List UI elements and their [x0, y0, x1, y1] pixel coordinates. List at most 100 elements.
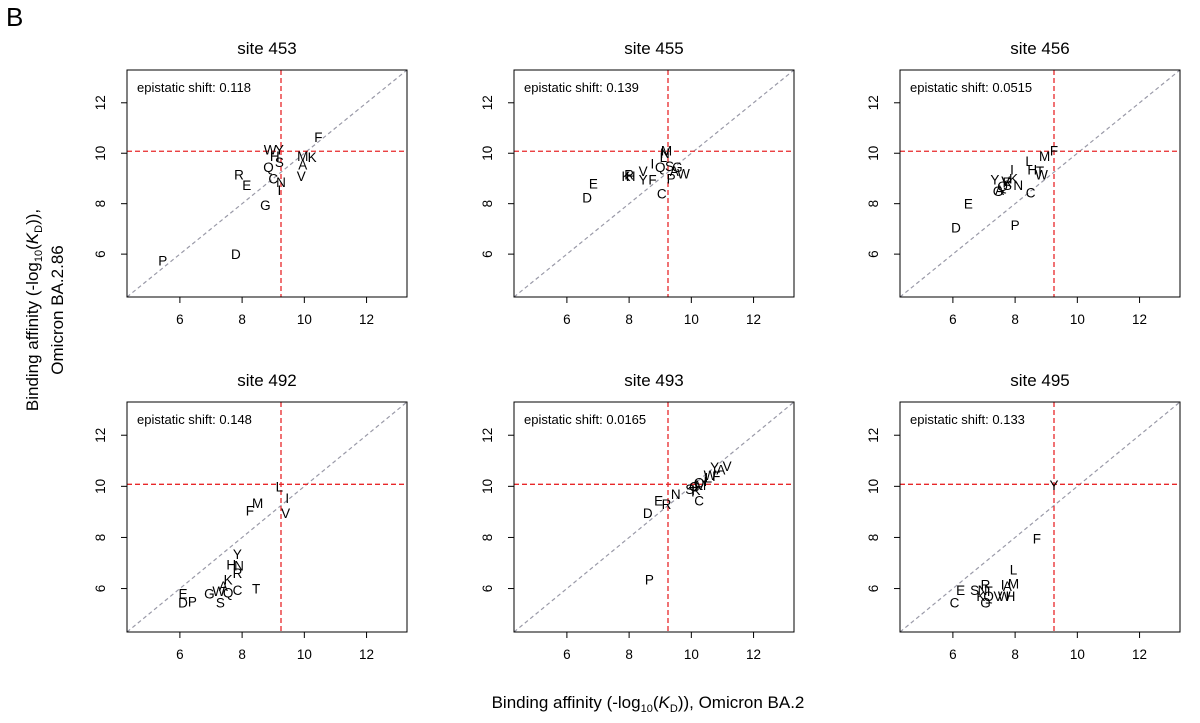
data-point: I: [278, 183, 282, 198]
data-point: Q: [694, 476, 705, 491]
data-point: M: [661, 144, 672, 159]
diagonal-line: [126, 401, 408, 633]
x-tick-label: 10: [297, 312, 312, 327]
y-tick-label: 6: [480, 250, 495, 258]
panel-title: site 495: [1010, 371, 1070, 390]
data-point: D: [582, 190, 592, 205]
data-point: V: [993, 589, 1002, 604]
y-tick-label: 10: [480, 146, 495, 161]
y-tick-label: 8: [480, 200, 495, 208]
data-point: Y: [990, 173, 999, 188]
data-point: T: [985, 584, 993, 599]
panel-title: site 492: [237, 371, 297, 390]
data-point: T: [1036, 164, 1044, 179]
y-tick-label: 8: [480, 534, 495, 542]
y-tick-label: 6: [866, 585, 881, 593]
data-point: K: [691, 483, 700, 498]
data-point: A: [298, 158, 307, 173]
y-tick-label: 10: [93, 479, 108, 494]
data-point: F: [648, 173, 656, 188]
plot-frame: [899, 401, 1181, 633]
data-point: R: [1002, 175, 1012, 190]
data-point: N: [276, 175, 286, 190]
data-point: F: [314, 130, 322, 145]
data-point: K: [976, 589, 985, 604]
data-point: H: [226, 557, 236, 572]
data-point: A: [995, 183, 1004, 198]
x-tick-label: 12: [1132, 312, 1147, 327]
data-point: R: [662, 497, 672, 512]
data-point: C: [233, 583, 243, 598]
data-point: G: [689, 479, 700, 494]
panel-title: site 456: [1010, 39, 1070, 58]
x-tick-label: 8: [1011, 647, 1019, 662]
y-tick-label: 12: [93, 95, 108, 110]
data-point: K: [621, 169, 630, 184]
epistatic-shift-annotation: epistatic shift: 0.0165: [524, 412, 646, 427]
diagonal-line: [899, 401, 1181, 633]
data-point: V: [281, 506, 290, 521]
data-point: S: [275, 155, 284, 170]
x-axis-title: Binding affinity (-log10(KD)), Omicron B…: [492, 693, 805, 715]
x-tick-label: 10: [1070, 647, 1085, 662]
data-point: W: [677, 166, 690, 181]
y-tick-label: 10: [866, 479, 881, 494]
data-point: V: [639, 164, 648, 179]
plot-frame: [126, 69, 408, 298]
x-tick-label: 12: [1132, 647, 1147, 662]
data-point: T: [689, 484, 697, 499]
data-point: A: [219, 579, 228, 594]
x-tick-label: 6: [176, 312, 184, 327]
y-axis-title: Binding affinity (-log10(KD)),: [23, 209, 45, 411]
y-axis-title-line2: Omicron BA.2.86: [48, 245, 67, 374]
data-point: Y: [639, 173, 648, 188]
data-point: Q: [983, 589, 994, 604]
data-point: S: [665, 159, 674, 174]
diagonal-line: [899, 69, 1181, 298]
panel-4: site 492 6 8 10 12 6 8 10 12 epistatic shift: 0.1…: [93, 371, 408, 662]
data-point: E: [964, 197, 973, 212]
data-point: I: [1001, 578, 1005, 593]
data-point: E: [654, 493, 663, 508]
x-tick-label: 6: [176, 647, 184, 662]
data-point: A: [716, 463, 725, 478]
data-point: P: [158, 253, 167, 268]
data-point: F: [246, 504, 254, 519]
data-point: E: [589, 177, 598, 192]
data-point: Q: [263, 160, 274, 175]
x-tick-label: 8: [238, 647, 246, 662]
data-point: D: [643, 506, 653, 521]
data-point: I: [285, 491, 289, 506]
x-tick-label: 8: [625, 312, 633, 327]
diagonal-line: [513, 401, 795, 633]
data-point: T: [252, 582, 260, 597]
panel-5: site 493 6 8 10 12 6 8 10 12 epistatic shift: 0.0…: [480, 371, 795, 662]
data-point: N: [671, 487, 681, 502]
data-point: N: [978, 583, 988, 598]
panel-title: site 453: [237, 39, 297, 58]
y-tick-label: 12: [480, 95, 495, 110]
data-point: L: [1010, 562, 1018, 577]
x-tick-label: 6: [563, 312, 571, 327]
y-tick-label: 8: [866, 534, 881, 542]
data-point: G: [993, 184, 1004, 199]
data-point: G: [980, 596, 991, 611]
data-point: A: [1003, 579, 1012, 594]
data-point: E: [242, 178, 251, 193]
data-point: G: [260, 198, 271, 213]
data-point: E: [956, 583, 965, 598]
data-point: K: [1009, 171, 1018, 186]
panel-2: site 455 6 8 10 12 6 8 10 12 epistatic shift: 0.1…: [480, 39, 795, 327]
data-point: K: [308, 150, 317, 165]
data-point: D: [178, 596, 188, 611]
panel-letter: B: [6, 2, 23, 32]
data-point: Q: [223, 585, 234, 600]
x-tick-label: 6: [949, 647, 957, 662]
y-tick-label: 6: [866, 250, 881, 258]
panel-3: site 456 6 8 10 12 6 8 10 12 epistatic shift: 0.0…: [866, 39, 1181, 327]
data-point: V: [297, 169, 306, 184]
epistatic-shift-annotation: epistatic shift: 0.133: [910, 412, 1025, 427]
epistatic-shift-annotation: epistatic shift: 0.139: [524, 80, 639, 95]
data-point: L: [660, 150, 668, 165]
data-point: M: [1008, 576, 1019, 591]
